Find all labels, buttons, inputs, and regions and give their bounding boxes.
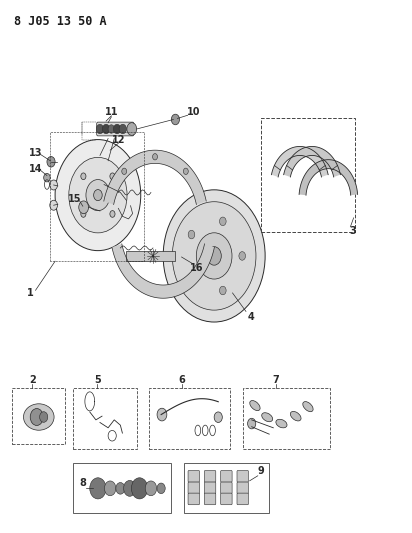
FancyBboxPatch shape xyxy=(221,493,232,505)
Text: 2: 2 xyxy=(29,375,36,385)
Circle shape xyxy=(248,418,256,429)
Text: 6: 6 xyxy=(178,375,185,385)
FancyBboxPatch shape xyxy=(188,482,199,494)
Circle shape xyxy=(145,481,157,496)
Circle shape xyxy=(30,409,43,425)
Circle shape xyxy=(79,201,89,214)
Text: 9: 9 xyxy=(258,466,265,477)
Bar xyxy=(184,463,269,513)
FancyBboxPatch shape xyxy=(221,471,232,482)
Circle shape xyxy=(163,190,265,322)
FancyBboxPatch shape xyxy=(204,493,216,505)
Text: 8: 8 xyxy=(79,478,86,488)
Polygon shape xyxy=(104,150,206,205)
Circle shape xyxy=(55,140,141,251)
Circle shape xyxy=(214,412,222,423)
Text: 13: 13 xyxy=(29,148,42,158)
Circle shape xyxy=(124,480,136,496)
FancyBboxPatch shape xyxy=(237,471,248,482)
Circle shape xyxy=(152,154,157,160)
Text: 1: 1 xyxy=(27,288,34,298)
Polygon shape xyxy=(272,147,328,177)
Text: 4: 4 xyxy=(248,312,254,322)
Circle shape xyxy=(110,173,115,180)
FancyBboxPatch shape xyxy=(204,471,216,482)
Bar xyxy=(73,463,171,513)
FancyBboxPatch shape xyxy=(237,482,248,494)
Circle shape xyxy=(188,230,195,239)
Circle shape xyxy=(40,411,48,422)
Text: 3: 3 xyxy=(349,225,356,236)
Circle shape xyxy=(96,124,104,134)
Text: 15: 15 xyxy=(68,194,82,204)
Bar xyxy=(149,388,230,449)
Circle shape xyxy=(239,252,246,260)
Circle shape xyxy=(183,168,188,174)
Circle shape xyxy=(188,273,195,281)
Circle shape xyxy=(171,114,180,125)
Circle shape xyxy=(131,478,147,499)
Ellipse shape xyxy=(276,419,287,428)
Ellipse shape xyxy=(23,404,54,430)
FancyBboxPatch shape xyxy=(97,122,134,136)
Text: 16: 16 xyxy=(190,263,204,272)
Circle shape xyxy=(122,168,126,174)
Circle shape xyxy=(86,180,110,211)
Circle shape xyxy=(90,478,106,499)
Circle shape xyxy=(108,125,115,133)
Circle shape xyxy=(50,180,58,190)
Circle shape xyxy=(220,286,226,295)
FancyBboxPatch shape xyxy=(188,493,199,505)
Circle shape xyxy=(44,173,50,182)
Circle shape xyxy=(157,408,167,421)
Circle shape xyxy=(157,483,165,494)
Circle shape xyxy=(207,247,221,265)
Text: 8 J05 13 50 A: 8 J05 13 50 A xyxy=(14,15,107,28)
Polygon shape xyxy=(112,244,214,298)
Bar xyxy=(261,118,355,232)
Polygon shape xyxy=(299,160,358,195)
Text: 12: 12 xyxy=(112,134,125,144)
Ellipse shape xyxy=(250,400,260,410)
Circle shape xyxy=(47,157,55,167)
Circle shape xyxy=(81,211,86,217)
Circle shape xyxy=(103,124,110,134)
Bar xyxy=(126,251,176,261)
Bar xyxy=(73,388,137,449)
Circle shape xyxy=(105,481,116,496)
Circle shape xyxy=(119,124,126,134)
Circle shape xyxy=(116,482,125,494)
Circle shape xyxy=(110,211,115,217)
Text: 11: 11 xyxy=(105,107,118,117)
Text: 7: 7 xyxy=(273,375,279,385)
Text: 10: 10 xyxy=(187,107,201,117)
Circle shape xyxy=(94,190,102,200)
Ellipse shape xyxy=(262,413,273,422)
Circle shape xyxy=(50,200,58,210)
Circle shape xyxy=(113,124,121,134)
Text: 14: 14 xyxy=(29,164,42,174)
Circle shape xyxy=(69,157,127,233)
FancyBboxPatch shape xyxy=(221,482,232,494)
Bar xyxy=(243,388,330,449)
Circle shape xyxy=(196,233,232,279)
Ellipse shape xyxy=(290,411,301,421)
Circle shape xyxy=(172,201,256,310)
Circle shape xyxy=(127,123,137,135)
Text: 5: 5 xyxy=(94,375,101,385)
Circle shape xyxy=(81,173,86,180)
Circle shape xyxy=(220,217,226,225)
Bar xyxy=(12,388,65,443)
FancyBboxPatch shape xyxy=(204,482,216,494)
FancyBboxPatch shape xyxy=(188,471,199,482)
Polygon shape xyxy=(284,147,340,177)
FancyBboxPatch shape xyxy=(237,493,248,505)
Ellipse shape xyxy=(303,401,313,411)
